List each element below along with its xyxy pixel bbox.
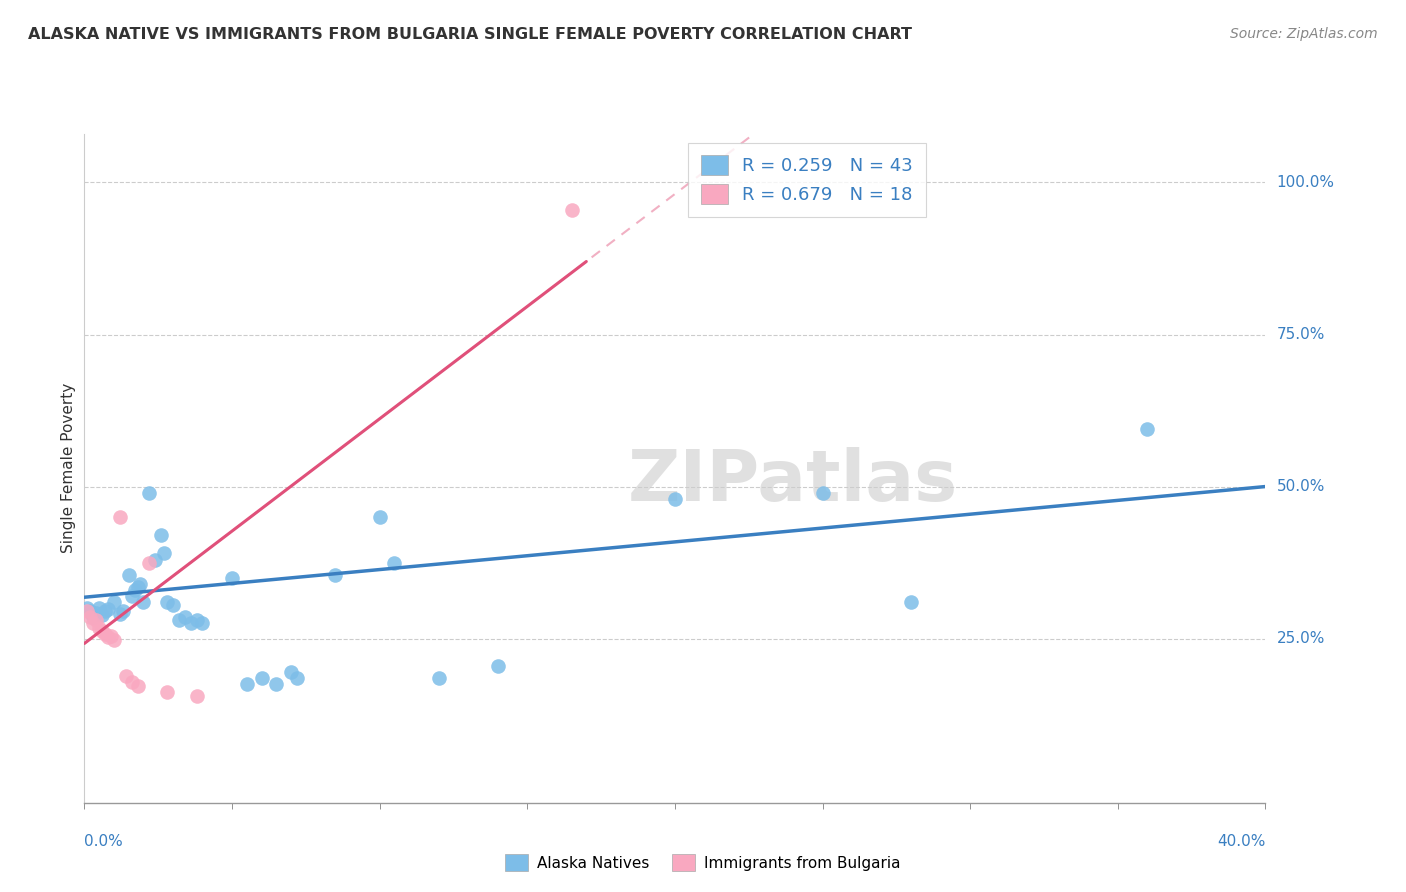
Point [427,671,450,685]
Point [76,601,98,615]
Point [811,485,834,500]
Point [84,606,107,620]
Point [103,632,125,647]
Point [103,595,125,609]
Y-axis label: Single Female Poverty: Single Female Poverty [60,384,76,553]
Point [129,577,152,591]
Point [138,556,160,570]
Point [285,671,308,685]
Point [87,621,111,635]
Point [167,613,190,627]
Point [79,610,101,624]
Point [121,589,143,603]
Point [143,552,166,566]
Point [156,685,179,699]
Point [280,665,302,679]
Point [180,616,202,631]
Point [150,528,173,542]
Point [84,613,107,627]
Point [186,690,208,704]
Point [82,610,104,624]
Point [87,601,111,615]
Text: Source: ZipAtlas.com: Source: ZipAtlas.com [1230,27,1378,41]
Point [118,567,141,582]
Point [264,677,288,691]
Point [664,491,686,506]
Point [900,595,922,609]
Point [82,616,104,631]
Text: ALASKA NATIVE VS IMMIGRANTS FROM BULGARIA SINGLE FEMALE POVERTY CORRELATION CHAR: ALASKA NATIVE VS IMMIGRANTS FROM BULGARI… [28,27,912,42]
Legend: R = 0.259   N = 43, R = 0.679   N = 18: R = 0.259 N = 43, R = 0.679 N = 18 [688,143,925,217]
Legend: Alaska Natives, Immigrants from Bulgaria: Alaska Natives, Immigrants from Bulgaria [496,845,910,880]
Point [91,608,114,623]
Text: 40.0%: 40.0% [1218,834,1265,849]
Point [108,510,131,524]
Point [91,624,114,639]
Point [173,610,195,624]
Point [486,659,509,673]
Text: ZIPatlas: ZIPatlas [628,447,957,516]
Point [97,631,120,645]
Point [153,546,176,560]
Point [250,671,273,685]
Point [94,604,117,618]
Point [162,598,184,612]
Point [127,580,149,594]
Point [121,675,143,690]
Point [76,604,98,618]
Point [560,202,583,217]
Point [191,616,214,631]
Point [97,602,120,616]
Point [108,607,131,622]
Point [114,669,136,683]
Text: 25.0%: 25.0% [1277,632,1324,646]
Point [1136,422,1159,436]
Point [156,595,179,609]
Text: 0.0%: 0.0% [84,834,124,849]
Point [94,626,117,640]
Text: 75.0%: 75.0% [1277,327,1324,342]
Point [186,613,208,627]
Point [132,595,155,609]
Point [235,677,259,691]
Point [79,604,101,618]
Point [124,582,146,597]
Text: 50.0%: 50.0% [1277,479,1324,494]
Text: 100.0%: 100.0% [1277,175,1334,190]
Point [221,571,243,585]
Point [127,679,149,693]
Point [382,556,406,570]
Point [368,510,391,524]
Point [100,629,122,643]
Point [138,485,160,500]
Point [111,604,134,618]
Point [323,567,347,582]
